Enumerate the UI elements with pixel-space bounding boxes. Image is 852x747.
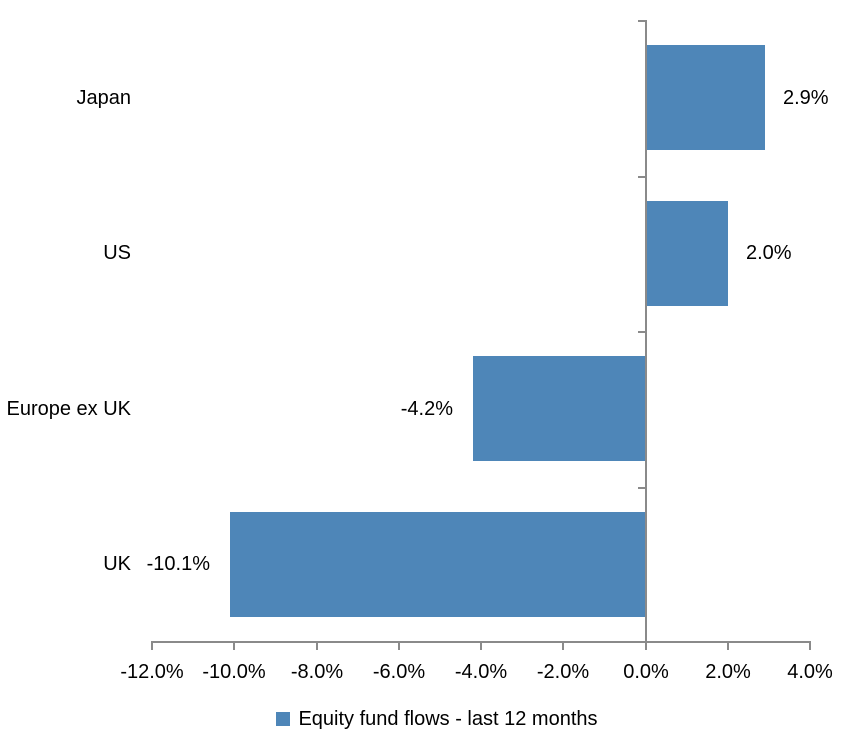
x-axis-tick-label: 2.0% xyxy=(705,661,751,683)
bar-uk xyxy=(230,512,646,617)
legend-label: Equity fund flows - last 12 months xyxy=(298,708,598,730)
x-axis-tick-label: 0.0% xyxy=(623,661,669,683)
x-axis-tick xyxy=(480,642,482,650)
legend-swatch-icon xyxy=(276,712,291,726)
x-axis-tick xyxy=(151,642,153,650)
x-axis-tick xyxy=(398,642,400,650)
y-axis-line xyxy=(645,20,647,650)
x-axis-tick-label: -10.0% xyxy=(202,661,266,683)
value-label-europe-ex-uk: -4.2% xyxy=(400,398,453,420)
x-axis-tick-label: -4.0% xyxy=(454,661,508,683)
bar-japan xyxy=(646,45,765,150)
y-axis-tick xyxy=(638,331,646,333)
y-axis-tick xyxy=(638,487,646,489)
y-axis-tick xyxy=(638,176,646,178)
x-axis-tick xyxy=(727,642,729,650)
bar-us xyxy=(646,201,728,306)
x-axis-tick xyxy=(316,642,318,650)
x-axis-tick xyxy=(562,642,564,650)
bar-europe-ex-uk xyxy=(473,356,646,461)
x-axis-tick-label: -12.0% xyxy=(120,661,184,683)
category-label-japan: Japan xyxy=(76,87,132,109)
x-axis-tick xyxy=(809,642,811,650)
category-label-uk: UK xyxy=(103,553,131,575)
x-axis-line xyxy=(151,641,811,643)
x-axis-tick-label: 4.0% xyxy=(787,661,833,683)
y-axis-tick xyxy=(638,20,646,22)
legend: Equity fund flows - last 12 months xyxy=(0,703,852,735)
category-label-us: US xyxy=(103,242,131,264)
x-axis-tick-label: -8.0% xyxy=(290,661,344,683)
category-label-europe-ex-uk: Europe ex UK xyxy=(6,398,131,420)
value-label-us: 2.0% xyxy=(746,242,792,264)
value-label-uk: -10.1% xyxy=(146,553,210,575)
x-axis-tick-label: -6.0% xyxy=(372,661,426,683)
value-label-japan: 2.9% xyxy=(783,87,829,109)
x-axis-tick-label: -2.0% xyxy=(536,661,590,683)
x-axis-tick xyxy=(233,642,235,650)
